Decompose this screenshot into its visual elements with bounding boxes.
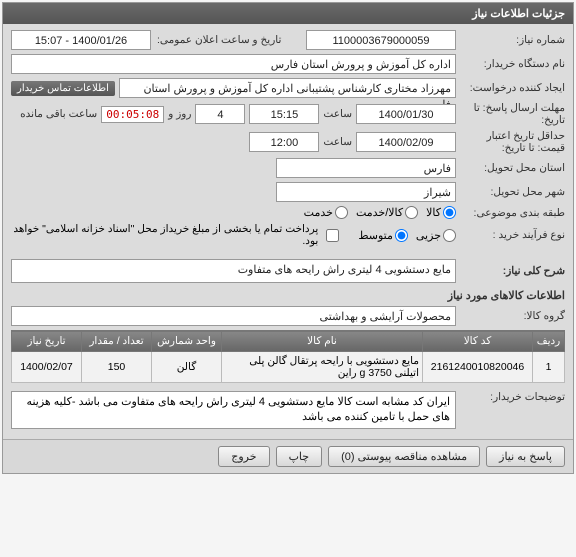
col-qty: تعداد / مقدار: [82, 331, 152, 352]
countdown-timer: 00:05:08: [101, 106, 164, 123]
label-req-no: شماره نیاز:: [460, 34, 565, 46]
radio-goods-service-label: کالا/خدمت: [356, 206, 403, 219]
items-table: ردیف کد کالا نام کالا واحد شمارش تعداد /…: [11, 330, 565, 383]
proc-radio-group: جزیی متوسط: [358, 229, 456, 242]
details-panel: جزئیات اطلاعات نیاز شماره نیاز: 11000036…: [2, 2, 574, 474]
cell-row: 1: [533, 352, 565, 383]
partial-pay-checkbox[interactable]: [326, 229, 339, 242]
col-name: نام کالا: [222, 331, 423, 352]
field-item-group: محصولات آرایشی و بهداشتی: [11, 306, 456, 326]
radio-service-label: خدمت: [304, 206, 333, 219]
col-need-date: تاریخ نیاز: [12, 331, 82, 352]
budget-radio-group: کالا کالا/خدمت خدمت: [304, 206, 456, 219]
radio-medium-input[interactable]: [395, 229, 408, 242]
label-pub-datetime: تاریخ و ساعت اعلان عمومی:: [157, 34, 281, 46]
radio-service-input[interactable]: [335, 206, 348, 219]
radio-small-input[interactable]: [443, 229, 456, 242]
label-hour-2: ساعت: [323, 136, 352, 148]
table-row[interactable]: 12161240010820046مایع دستشویی با رایحه پ…: [12, 352, 565, 383]
label-item-group: گروه کالا:: [460, 310, 565, 322]
col-unit: واحد شمارش: [152, 331, 222, 352]
radio-goods-input[interactable]: [443, 206, 456, 219]
field-days-left: 4: [195, 104, 245, 124]
col-row: ردیف: [533, 331, 565, 352]
label-day-and: روز و: [168, 108, 191, 120]
cell-need-date: 1400/02/07: [12, 352, 82, 383]
radio-medium-label: متوسط: [358, 229, 393, 242]
label-answer-deadline: مهلت ارسال پاسخ: تا تاریخ:: [460, 102, 565, 126]
col-code: کد کالا: [423, 331, 533, 352]
radio-small[interactable]: جزیی: [416, 229, 456, 242]
label-province: استان محل تحویل:: [460, 162, 565, 174]
field-req-no: 1100003679000059: [306, 30, 456, 50]
radio-small-label: جزیی: [416, 229, 441, 242]
cell-unit: گالن: [152, 352, 222, 383]
field-general-desc: مایع دستشویی 4 لیتری راش رایحه های متفاو…: [11, 259, 456, 283]
radio-goods-label: کالا: [426, 206, 441, 219]
partial-pay-label: پرداخت تمام یا بخشی از مبلغ خریداز محل "…: [11, 223, 318, 247]
radio-service[interactable]: خدمت: [304, 206, 348, 219]
cell-qty: 150: [82, 352, 152, 383]
label-buyer-notes: توضیحات خریدار:: [460, 391, 565, 403]
footer-buttons: پاسخ به نیاز مشاهده مناقصه پیوستی (0) چا…: [3, 439, 573, 473]
field-pub-datetime: 1400/01/26 - 15:07: [11, 30, 151, 50]
panel-body: شماره نیاز: 1100003679000059 تاریخ و ساع…: [3, 24, 573, 439]
field-buyer-org: اداره کل آموزش و پرورش استان فارس: [11, 54, 456, 74]
label-buyer-org: نام دستگاه خریدار:: [460, 58, 565, 70]
field-price-valid-date: 1400/02/09: [356, 132, 456, 152]
radio-goods-service-input[interactable]: [405, 206, 418, 219]
field-creator: مهرزاد مختاری کارشناس پشتیبانی اداره کل …: [119, 78, 456, 98]
respond-button[interactable]: پاسخ به نیاز: [486, 446, 565, 467]
field-province: فارس: [276, 158, 456, 178]
label-price-valid: حداقل تاریخ اعتبار قیمت: تا تاریخ:: [460, 130, 565, 154]
cell-name: مایع دستشویی با رایحه پرتقال گالن پلی ات…: [222, 352, 423, 383]
cell-code: 2161240010820046: [423, 352, 533, 383]
radio-medium[interactable]: متوسط: [358, 229, 408, 242]
items-info-header: اطلاعات کالاهای مورد نیاز: [11, 289, 565, 302]
partial-pay-check[interactable]: پرداخت تمام یا بخشی از مبلغ خریداز محل "…: [11, 223, 342, 247]
label-creator: ایجاد کننده درخواست:: [460, 82, 565, 94]
label-budget-class: طبقه بندی موضوعی:: [460, 207, 565, 219]
label-city: شهر محل تحویل:: [460, 186, 565, 198]
items-table-header-row: ردیف کد کالا نام کالا واحد شمارش تعداد /…: [12, 331, 565, 352]
panel-title: جزئیات اطلاعات نیاز: [3, 3, 573, 24]
print-button[interactable]: چاپ: [276, 446, 323, 467]
radio-goods[interactable]: کالا: [426, 206, 456, 219]
radio-goods-service[interactable]: کالا/خدمت: [356, 206, 418, 219]
field-answer-hour: 15:15: [249, 104, 319, 124]
label-hour-1: ساعت: [323, 108, 352, 120]
field-city: شیراز: [276, 182, 456, 202]
exit-button[interactable]: خروج: [218, 446, 269, 467]
label-proc-type: نوع فرآیند خرید :: [460, 229, 565, 241]
field-price-valid-hour: 12:00: [249, 132, 319, 152]
field-answer-date: 1400/01/30: [356, 104, 456, 124]
field-buyer-notes: ایران کد مشابه است کالا مایع دستشویی 4 ل…: [11, 391, 456, 429]
attachments-button[interactable]: مشاهده مناقصه پیوستی (0): [328, 446, 480, 467]
label-general-desc: شرح کلی نیاز:: [460, 265, 565, 277]
buyer-contact-link[interactable]: اطلاعات تماس خریدار: [11, 81, 115, 96]
label-remain: ساعت باقی مانده: [20, 108, 97, 120]
